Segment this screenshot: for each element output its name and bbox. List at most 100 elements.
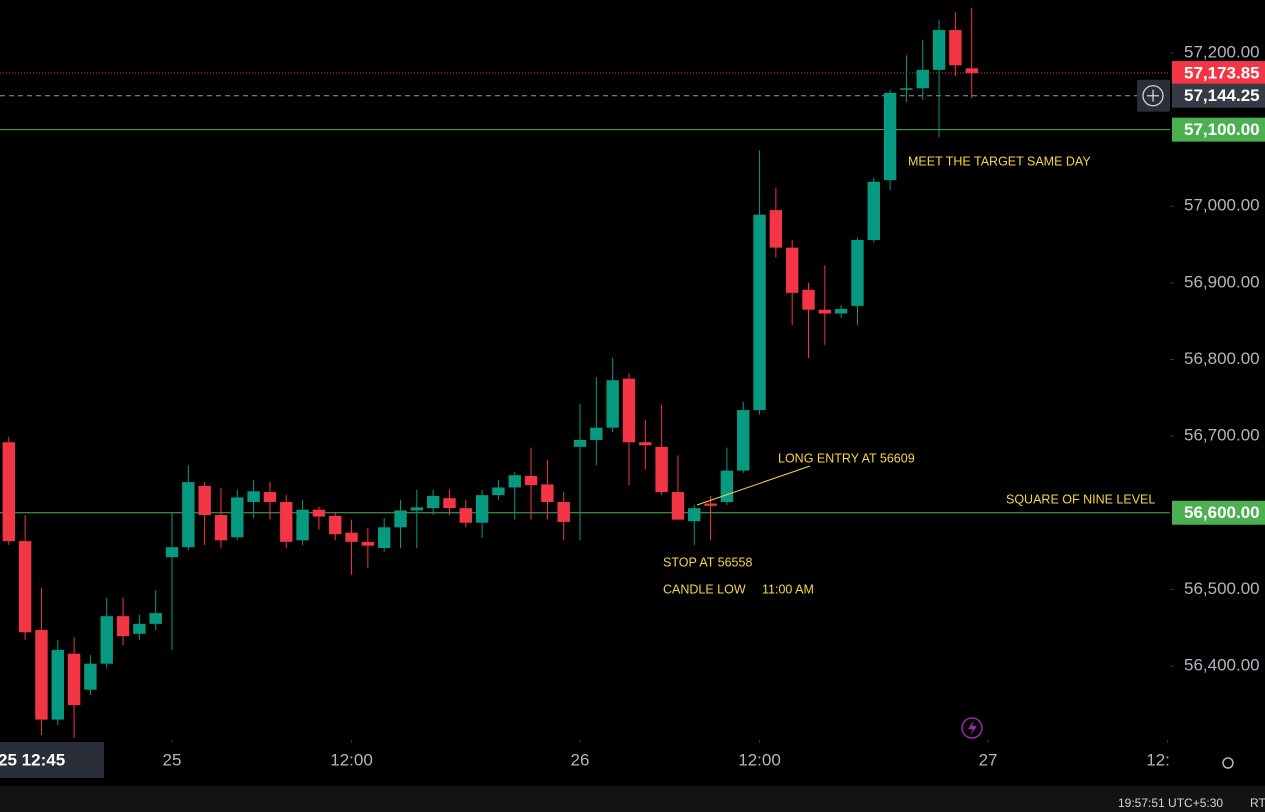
y-tick-label: 56,700.00	[1184, 426, 1260, 445]
candle-body	[916, 69, 929, 89]
candle-body	[100, 616, 113, 664]
level-label-box	[1172, 500, 1265, 525]
candle-body	[785, 247, 799, 293]
candle-body	[361, 541, 375, 546]
candle-body	[606, 380, 619, 428]
candle-body	[198, 485, 211, 516]
candle-body	[329, 515, 342, 535]
candle-body	[524, 475, 538, 486]
candle-body	[590, 427, 603, 440]
y-tick-label: 57,200.00	[1184, 43, 1260, 62]
candle-body	[508, 475, 521, 488]
y-tick-label: 56,500.00	[1184, 579, 1260, 598]
candle-body	[214, 515, 228, 541]
candle-body	[165, 547, 179, 558]
candle-body	[900, 88, 913, 90]
annotation: LONG ENTRY AT 56609	[778, 451, 915, 465]
candle-body	[492, 487, 505, 496]
status-bar	[0, 786, 1265, 812]
level-label-box	[1172, 61, 1265, 86]
candle-body	[247, 491, 260, 503]
candle-body	[345, 532, 358, 542]
x-tick-label: 12:00	[738, 750, 781, 769]
candle-body	[802, 289, 815, 310]
candle-body	[769, 210, 783, 248]
x-tick-label: 27	[979, 750, 998, 769]
event-icon[interactable]	[961, 717, 983, 739]
candle-body	[116, 616, 130, 637]
x-tick-label: 12:00	[330, 750, 373, 769]
candle-body	[883, 92, 897, 181]
annotation-connector	[696, 465, 811, 506]
crosshair-time-box	[0, 742, 104, 778]
y-tick-label: 56,800.00	[1184, 349, 1260, 368]
x-tick-label: 12:00	[1146, 750, 1189, 769]
candle-body	[573, 439, 587, 447]
candle-body	[965, 68, 978, 74]
level-label-box	[1172, 117, 1265, 142]
candle-body	[639, 442, 652, 446]
candle-body	[18, 541, 32, 633]
candle-body	[35, 629, 48, 720]
candle-body	[818, 309, 832, 314]
status-mode: RT	[1250, 796, 1265, 810]
candle-body	[867, 181, 880, 240]
candle-body	[655, 446, 668, 493]
candle-body	[280, 502, 293, 542]
candle-body	[834, 308, 848, 314]
x-tick-label: 25	[163, 750, 182, 769]
candle-body	[231, 497, 244, 538]
candle-body	[182, 482, 195, 548]
candle-body	[932, 30, 946, 70]
candle-body	[443, 498, 456, 509]
candle-body	[622, 378, 636, 443]
event-icon-bolt	[968, 720, 977, 736]
candle-body	[949, 30, 962, 66]
annotation: 11:00 AM	[762, 582, 814, 596]
annotation: CANDLE LOW	[663, 582, 746, 596]
candle-body	[410, 507, 424, 511]
candle-body	[377, 527, 391, 548]
candle-body	[541, 484, 554, 503]
level-label: 57,144.25	[1184, 86, 1260, 105]
y-tick-label: 56,400.00	[1184, 655, 1260, 674]
candle-body	[394, 510, 407, 528]
candle-body	[296, 509, 309, 541]
candle-body	[720, 470, 734, 503]
candle-body	[557, 502, 570, 522]
crosshair-plus	[1142, 85, 1164, 107]
annotation: SQUARE OF NINE LEVEL	[1006, 492, 1155, 506]
candle-body	[688, 508, 701, 522]
candle-body	[51, 649, 64, 720]
settings-icon[interactable]	[1222, 757, 1234, 769]
candle-body	[426, 495, 440, 509]
annotation: MEET THE TARGET SAME DAY	[908, 154, 1091, 168]
candle-body	[753, 214, 766, 411]
candle-body	[671, 492, 685, 520]
level-label: 56,600.00	[1184, 503, 1260, 522]
candle-body	[312, 509, 326, 517]
level-label: 57,100.00	[1184, 120, 1260, 139]
status-time: 19:57:51 UTC+5:30	[1118, 796, 1223, 810]
candle-body	[459, 508, 472, 523]
y-tick-label: 57,000.00	[1184, 196, 1260, 215]
level-label-box	[1172, 83, 1265, 108]
candle-body	[475, 495, 489, 523]
crosshair-plus-sign	[1147, 89, 1159, 102]
candle-body	[263, 492, 277, 503]
crosshair-time-label: '25 12:45	[0, 750, 65, 769]
candle-body	[737, 410, 750, 471]
x-tick-label: 26	[571, 750, 590, 769]
candle-body	[149, 613, 162, 624]
plot-area: MEET THE TARGET SAME DAY LONG ENTRY AT 56…	[0, 7, 1170, 739]
candle-body	[2, 442, 16, 542]
candle-body	[67, 653, 81, 706]
annotation: STOP AT 56558	[663, 555, 752, 569]
candle-body	[84, 663, 97, 690]
candle-body	[133, 623, 146, 634]
level-label: 57,173.85	[1184, 64, 1260, 83]
candle-body	[704, 503, 717, 506]
candle-body	[851, 239, 864, 306]
y-tick-label: 56,900.00	[1184, 272, 1260, 291]
